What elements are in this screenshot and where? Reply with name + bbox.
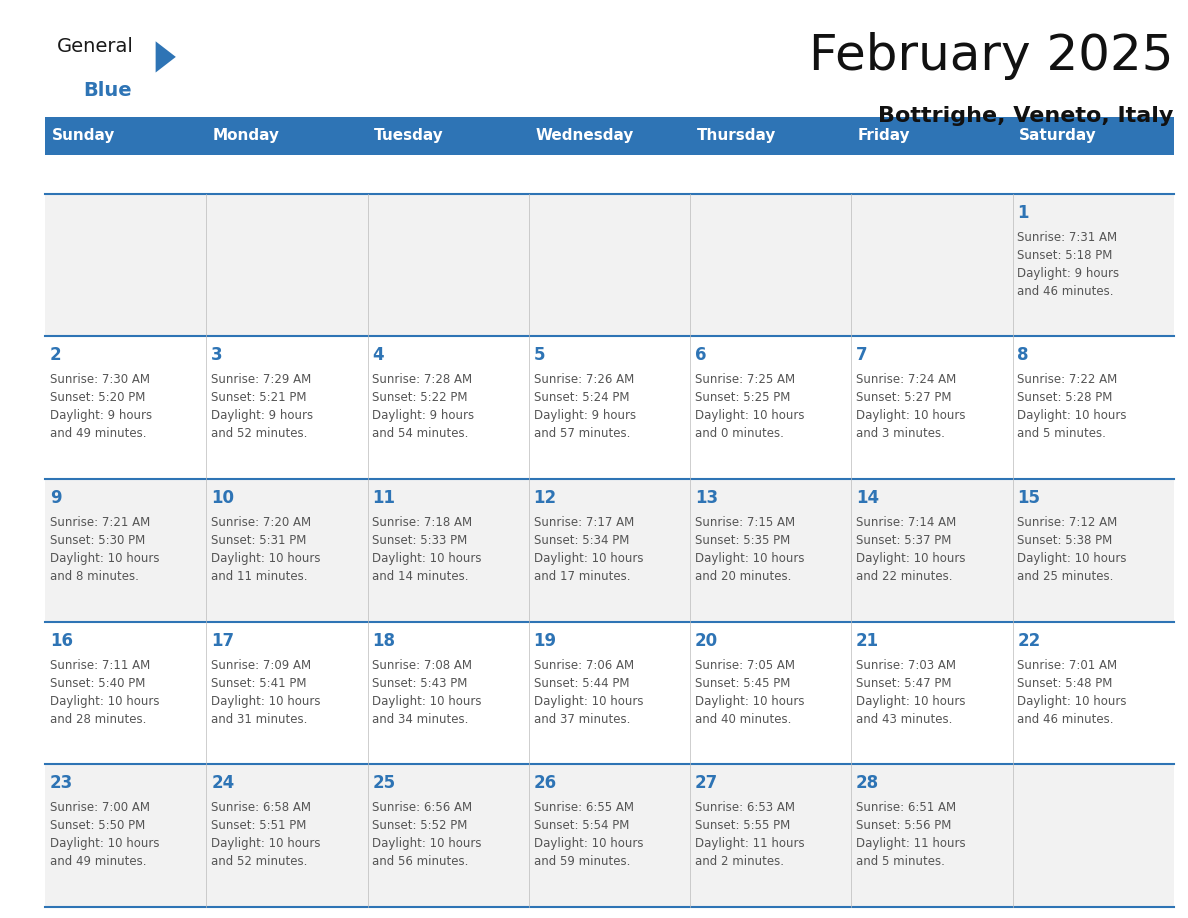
- Text: 13: 13: [695, 489, 718, 507]
- Text: 1: 1: [1017, 204, 1029, 221]
- Text: Sunrise: 7:03 AM
Sunset: 5:47 PM
Daylight: 10 hours
and 43 minutes.: Sunrise: 7:03 AM Sunset: 5:47 PM Dayligh…: [857, 659, 966, 726]
- Text: 28: 28: [857, 774, 879, 792]
- Text: Sunrise: 7:08 AM
Sunset: 5:43 PM
Daylight: 10 hours
and 34 minutes.: Sunrise: 7:08 AM Sunset: 5:43 PM Dayligh…: [372, 659, 482, 726]
- Text: Sunrise: 6:55 AM
Sunset: 5:54 PM
Daylight: 10 hours
and 59 minutes.: Sunrise: 6:55 AM Sunset: 5:54 PM Dayligh…: [533, 801, 643, 868]
- Text: Sunrise: 7:05 AM
Sunset: 5:45 PM
Daylight: 10 hours
and 40 minutes.: Sunrise: 7:05 AM Sunset: 5:45 PM Dayligh…: [695, 659, 804, 726]
- Text: Sunrise: 6:51 AM
Sunset: 5:56 PM
Daylight: 11 hours
and 5 minutes.: Sunrise: 6:51 AM Sunset: 5:56 PM Dayligh…: [857, 801, 966, 868]
- Text: 23: 23: [50, 774, 74, 792]
- Text: 12: 12: [533, 489, 557, 507]
- Text: Sunrise: 7:18 AM
Sunset: 5:33 PM
Daylight: 10 hours
and 14 minutes.: Sunrise: 7:18 AM Sunset: 5:33 PM Dayligh…: [372, 516, 482, 583]
- Text: Sunrise: 7:11 AM
Sunset: 5:40 PM
Daylight: 10 hours
and 28 minutes.: Sunrise: 7:11 AM Sunset: 5:40 PM Dayligh…: [50, 659, 159, 726]
- Text: February 2025: February 2025: [809, 32, 1174, 80]
- Text: Sunrise: 7:26 AM
Sunset: 5:24 PM
Daylight: 9 hours
and 57 minutes.: Sunrise: 7:26 AM Sunset: 5:24 PM Dayligh…: [533, 374, 636, 441]
- Text: 20: 20: [695, 632, 718, 650]
- Text: 2: 2: [50, 346, 62, 364]
- Text: 9: 9: [50, 489, 62, 507]
- Text: 17: 17: [211, 632, 234, 650]
- Text: Sunrise: 7:12 AM
Sunset: 5:38 PM
Daylight: 10 hours
and 25 minutes.: Sunrise: 7:12 AM Sunset: 5:38 PM Dayligh…: [1017, 516, 1127, 583]
- Text: Friday: Friday: [858, 129, 910, 143]
- Text: Sunrise: 7:14 AM
Sunset: 5:37 PM
Daylight: 10 hours
and 22 minutes.: Sunrise: 7:14 AM Sunset: 5:37 PM Dayligh…: [857, 516, 966, 583]
- Text: 14: 14: [857, 489, 879, 507]
- Text: General: General: [57, 37, 134, 56]
- Text: Sunrise: 6:53 AM
Sunset: 5:55 PM
Daylight: 11 hours
and 2 minutes.: Sunrise: 6:53 AM Sunset: 5:55 PM Dayligh…: [695, 801, 804, 868]
- Text: Sunday: Sunday: [51, 129, 115, 143]
- Text: 4: 4: [372, 346, 384, 364]
- Text: 26: 26: [533, 774, 557, 792]
- Text: 21: 21: [857, 632, 879, 650]
- Text: Thursday: Thursday: [696, 129, 776, 143]
- Text: Sunrise: 7:15 AM
Sunset: 5:35 PM
Daylight: 10 hours
and 20 minutes.: Sunrise: 7:15 AM Sunset: 5:35 PM Dayligh…: [695, 516, 804, 583]
- Text: Sunrise: 7:22 AM
Sunset: 5:28 PM
Daylight: 10 hours
and 5 minutes.: Sunrise: 7:22 AM Sunset: 5:28 PM Dayligh…: [1017, 374, 1127, 441]
- Text: 19: 19: [533, 632, 557, 650]
- Text: 8: 8: [1017, 346, 1029, 364]
- Text: Blue: Blue: [83, 81, 132, 100]
- Text: 11: 11: [372, 489, 396, 507]
- Text: Tuesday: Tuesday: [374, 129, 444, 143]
- Text: 6: 6: [695, 346, 707, 364]
- Text: Sunrise: 7:28 AM
Sunset: 5:22 PM
Daylight: 9 hours
and 54 minutes.: Sunrise: 7:28 AM Sunset: 5:22 PM Dayligh…: [372, 374, 474, 441]
- Text: Sunrise: 6:56 AM
Sunset: 5:52 PM
Daylight: 10 hours
and 56 minutes.: Sunrise: 6:56 AM Sunset: 5:52 PM Dayligh…: [372, 801, 482, 868]
- Text: 16: 16: [50, 632, 72, 650]
- Text: Sunrise: 7:01 AM
Sunset: 5:48 PM
Daylight: 10 hours
and 46 minutes.: Sunrise: 7:01 AM Sunset: 5:48 PM Dayligh…: [1017, 659, 1127, 726]
- Text: Saturday: Saturday: [1019, 129, 1097, 143]
- Text: Sunrise: 7:17 AM
Sunset: 5:34 PM
Daylight: 10 hours
and 17 minutes.: Sunrise: 7:17 AM Sunset: 5:34 PM Dayligh…: [533, 516, 643, 583]
- Text: Wednesday: Wednesday: [536, 129, 633, 143]
- Text: Sunrise: 7:24 AM
Sunset: 5:27 PM
Daylight: 10 hours
and 3 minutes.: Sunrise: 7:24 AM Sunset: 5:27 PM Dayligh…: [857, 374, 966, 441]
- Text: 15: 15: [1017, 489, 1041, 507]
- Text: 5: 5: [533, 346, 545, 364]
- Text: Sunrise: 7:30 AM
Sunset: 5:20 PM
Daylight: 9 hours
and 49 minutes.: Sunrise: 7:30 AM Sunset: 5:20 PM Dayligh…: [50, 374, 152, 441]
- Text: 22: 22: [1017, 632, 1041, 650]
- Text: 24: 24: [211, 774, 234, 792]
- Text: Sunrise: 7:09 AM
Sunset: 5:41 PM
Daylight: 10 hours
and 31 minutes.: Sunrise: 7:09 AM Sunset: 5:41 PM Dayligh…: [211, 659, 321, 726]
- Text: 27: 27: [695, 774, 718, 792]
- Text: Bottrighe, Veneto, Italy: Bottrighe, Veneto, Italy: [878, 106, 1174, 126]
- Text: 18: 18: [372, 632, 396, 650]
- Text: Sunrise: 6:58 AM
Sunset: 5:51 PM
Daylight: 10 hours
and 52 minutes.: Sunrise: 6:58 AM Sunset: 5:51 PM Dayligh…: [211, 801, 321, 868]
- Text: Monday: Monday: [213, 129, 280, 143]
- Text: Sunrise: 7:31 AM
Sunset: 5:18 PM
Daylight: 9 hours
and 46 minutes.: Sunrise: 7:31 AM Sunset: 5:18 PM Dayligh…: [1017, 230, 1119, 297]
- Text: Sunrise: 7:06 AM
Sunset: 5:44 PM
Daylight: 10 hours
and 37 minutes.: Sunrise: 7:06 AM Sunset: 5:44 PM Dayligh…: [533, 659, 643, 726]
- Text: 25: 25: [372, 774, 396, 792]
- Text: Sunrise: 7:25 AM
Sunset: 5:25 PM
Daylight: 10 hours
and 0 minutes.: Sunrise: 7:25 AM Sunset: 5:25 PM Dayligh…: [695, 374, 804, 441]
- Text: Sunrise: 7:20 AM
Sunset: 5:31 PM
Daylight: 10 hours
and 11 minutes.: Sunrise: 7:20 AM Sunset: 5:31 PM Dayligh…: [211, 516, 321, 583]
- Text: Sunrise: 7:00 AM
Sunset: 5:50 PM
Daylight: 10 hours
and 49 minutes.: Sunrise: 7:00 AM Sunset: 5:50 PM Dayligh…: [50, 801, 159, 868]
- Text: 7: 7: [857, 346, 867, 364]
- Text: 10: 10: [211, 489, 234, 507]
- Text: Sunrise: 7:21 AM
Sunset: 5:30 PM
Daylight: 10 hours
and 8 minutes.: Sunrise: 7:21 AM Sunset: 5:30 PM Dayligh…: [50, 516, 159, 583]
- Text: Sunrise: 7:29 AM
Sunset: 5:21 PM
Daylight: 9 hours
and 52 minutes.: Sunrise: 7:29 AM Sunset: 5:21 PM Dayligh…: [211, 374, 314, 441]
- Text: 3: 3: [211, 346, 223, 364]
